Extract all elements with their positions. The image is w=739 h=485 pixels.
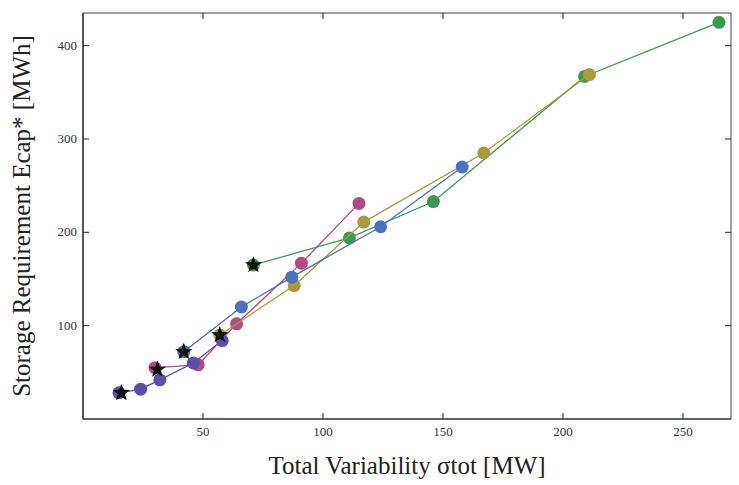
plot-frame xyxy=(83,13,731,419)
point xyxy=(134,383,147,396)
x-tick xyxy=(323,413,324,419)
x-tick-top xyxy=(323,13,324,19)
point xyxy=(374,220,387,233)
y-tick xyxy=(83,45,89,46)
series-line xyxy=(155,203,359,367)
y-tick xyxy=(83,139,89,140)
point xyxy=(456,161,469,174)
point xyxy=(353,197,366,210)
y-tick xyxy=(83,232,89,233)
x-tick-label: 50 xyxy=(197,424,210,439)
point xyxy=(295,257,308,270)
plot-area xyxy=(113,16,726,400)
y-tick-label: 400 xyxy=(58,38,78,53)
point xyxy=(285,271,298,284)
star-point xyxy=(245,256,262,272)
series-line xyxy=(119,341,222,393)
y-tick-right xyxy=(725,325,731,326)
y-tick-right xyxy=(725,45,731,46)
x-tick xyxy=(563,413,564,419)
star-point xyxy=(113,384,130,400)
series-line xyxy=(184,167,462,352)
point xyxy=(153,373,166,386)
series-line xyxy=(220,75,590,335)
x-axis xyxy=(83,418,731,419)
y-tick-label: 200 xyxy=(58,224,78,239)
x-tick-top xyxy=(443,13,444,19)
star-point xyxy=(175,343,192,359)
x-tick-top xyxy=(683,13,684,19)
y-tick-right xyxy=(725,139,731,140)
x-tick-label: 200 xyxy=(553,424,573,439)
chart: 50 100 150 200 250 100 200 300 400 Total Variabil… xyxy=(0,0,739,485)
point xyxy=(357,216,370,229)
y-axis-label: Storage Requirement Ecap* [MWh] xyxy=(8,35,35,397)
y-tick-label: 300 xyxy=(58,131,78,146)
x-tick-label: 100 xyxy=(313,424,333,439)
x-tick xyxy=(443,413,444,419)
x-tick-label: 150 xyxy=(433,424,453,439)
point xyxy=(713,16,726,29)
x-tick-label: 250 xyxy=(673,424,693,439)
x-axis-label: Total Variability σtot [MW] xyxy=(268,452,545,479)
star-point xyxy=(149,361,166,377)
y-tick xyxy=(83,325,89,326)
y-tick-right xyxy=(725,232,731,233)
y-axis xyxy=(82,13,83,419)
point xyxy=(477,147,490,160)
series-line xyxy=(253,22,719,265)
point xyxy=(583,68,596,81)
x-tick-top xyxy=(563,13,564,19)
x-tick xyxy=(683,413,684,419)
y-tick-label: 100 xyxy=(58,318,78,333)
point xyxy=(427,195,440,208)
point xyxy=(235,301,248,314)
star-point xyxy=(211,326,228,342)
x-tick xyxy=(203,413,204,419)
x-tick-top xyxy=(203,13,204,19)
